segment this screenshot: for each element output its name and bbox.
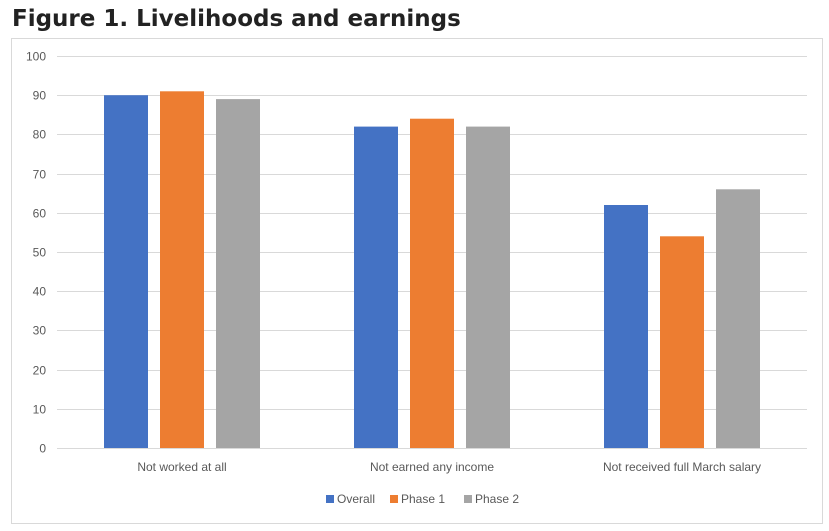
legend-swatch — [464, 495, 472, 503]
bar-overall-2 — [604, 205, 648, 448]
y-tick-label: 90 — [33, 89, 47, 103]
y-tick-label: 100 — [26, 50, 46, 64]
legend: Overall Phase 1 Phase 2 — [326, 492, 519, 506]
bar-phase-1-0 — [160, 91, 204, 449]
bar-phase-2-2 — [716, 189, 760, 449]
y-tick-label: 50 — [33, 246, 47, 260]
bar-phase-2-1 — [466, 126, 510, 448]
bar-phase-1-1 — [410, 118, 454, 448]
legend-label: Overall — [337, 492, 375, 506]
bar-overall-0 — [104, 95, 148, 448]
category-label: Not worked at all — [137, 460, 226, 474]
figure-title: Figure 1. Livelihoods and earnings — [12, 6, 461, 32]
y-tick-label: 0 — [39, 442, 46, 456]
bar-phase-1-2 — [660, 236, 704, 448]
y-tick-label: 10 — [33, 403, 47, 417]
bar-phase-2-0 — [216, 99, 260, 448]
category-label: Not received full March salary — [603, 460, 761, 474]
legend-label: Phase 2 — [475, 492, 519, 506]
y-tick-label: 80 — [33, 128, 47, 142]
y-tick-label: 40 — [33, 285, 47, 299]
x-axis-category-labels: Not worked at all Not earned any income No… — [137, 460, 761, 474]
y-tick-label: 30 — [33, 324, 47, 338]
legend-label: Phase 1 — [401, 492, 445, 506]
legend-swatch — [390, 495, 398, 503]
y-tick-label: 20 — [33, 364, 47, 378]
y-tick-label: 70 — [33, 168, 47, 182]
bars — [104, 91, 760, 449]
category-label: Not earned any income — [370, 460, 494, 474]
y-axis-tick-labels: 0 10 20 30 40 50 60 70 80 90 100 — [26, 50, 46, 456]
legend-swatch — [326, 495, 334, 503]
y-tick-label: 60 — [33, 207, 47, 221]
bar-overall-1 — [354, 126, 398, 448]
